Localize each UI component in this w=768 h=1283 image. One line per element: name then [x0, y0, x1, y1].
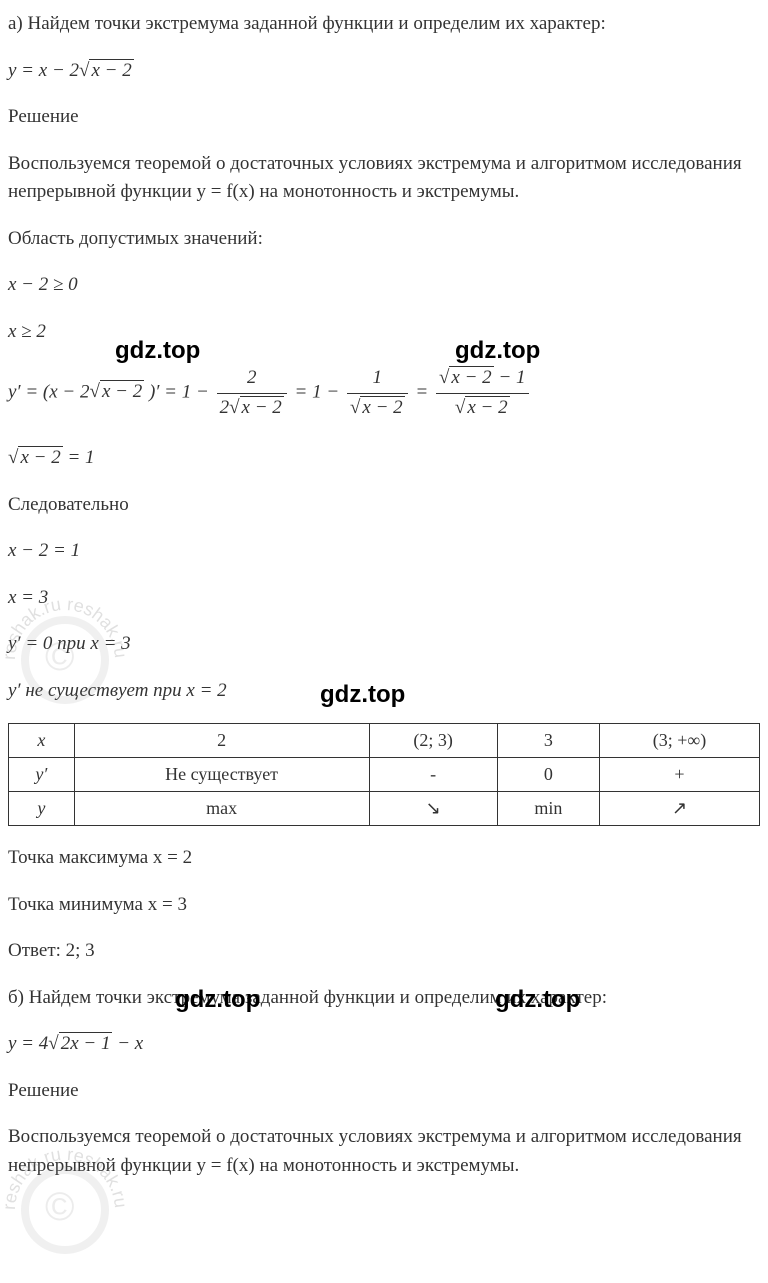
min-point: Точка минимума x = 3: [8, 891, 760, 920]
table-cell: -: [369, 758, 497, 792]
table-row: y max ↘ min ↗: [9, 792, 760, 826]
deriv-eq: =: [415, 381, 433, 402]
sqrt-content: x − 2: [240, 396, 284, 418]
domain-ineq-1: x − 2 ≥ 0: [8, 271, 760, 300]
table-cell: (3; +∞): [599, 724, 759, 758]
step-1: x − 2 = 1: [8, 537, 760, 566]
frac1-num: 2: [217, 364, 287, 394]
frac2-den: x − 2: [347, 394, 408, 423]
step-2: x = 3: [8, 584, 760, 613]
solution-label-a: Решение: [8, 103, 760, 132]
table-cell: y′: [9, 758, 75, 792]
table-row: y′ Не существует - 0 +: [9, 758, 760, 792]
sqrt-icon: [48, 1033, 58, 1054]
deriv-mid: = 1 −: [295, 381, 344, 402]
sqrt-content: x − 2: [100, 380, 144, 402]
table-cell: ↗: [599, 792, 759, 826]
table-cell: x: [9, 724, 75, 758]
sqrt-eq-tail: = 1: [63, 447, 95, 468]
table-row: x 2 (2; 3) 3 (3; +∞): [9, 724, 760, 758]
sqrt-icon: [8, 447, 18, 468]
sqrt-icon: [350, 397, 360, 418]
watermark-reshak: reshak.ru reshak.ru©: [0, 595, 130, 733]
table-cell: 0: [497, 758, 599, 792]
frac1-den: 2 x − 2: [217, 394, 287, 423]
sqrt-content: x − 2: [18, 446, 62, 468]
sqrt-content: 2x − 1: [59, 1032, 113, 1054]
eq-b-lhs: y = 4: [8, 1033, 48, 1054]
part-b-equation: y = 4 2x − 1 − x: [8, 1030, 760, 1059]
monotonicity-table: x 2 (2; 3) 3 (3; +∞) y′ Не существует - …: [8, 723, 760, 826]
sqrt-eq-line: x − 2 = 1: [8, 444, 760, 473]
sqrt-icon: [79, 60, 89, 81]
table-cell: max: [74, 792, 369, 826]
table-cell: 3: [497, 724, 599, 758]
svg-text:©: ©: [45, 1185, 74, 1229]
sqrt-icon: [90, 381, 100, 402]
frac1-den-pre: 2: [220, 397, 230, 418]
part-b-heading: б) Найдем точки экстремума заданной функ…: [8, 984, 760, 1013]
solution-label-b: Решение: [8, 1077, 760, 1106]
sqrt-content: x − 2: [89, 59, 133, 81]
therefore-label: Следовательно: [8, 491, 760, 520]
frac-2: 1 x − 2: [347, 364, 408, 422]
frac2-num: 1: [347, 364, 408, 394]
domain-label: Область допустимых значений:: [8, 225, 760, 254]
sqrt-icon: [229, 397, 239, 418]
table-cell: y: [9, 792, 75, 826]
deriv-rhs1: )′ = 1 −: [144, 381, 213, 402]
derivative-line: y′ = (x − 2x − 2 )′ = 1 − 2 2x − 2 = 1 −…: [8, 364, 760, 422]
sqrt-icon: [455, 397, 465, 418]
eq-lhs: y = x − 2: [8, 60, 79, 81]
max-point: Точка максимума x = 2: [8, 844, 760, 873]
deriv-lhs: y′ = (x − 2: [8, 381, 90, 402]
domain-ineq-2: x ≥ 2: [8, 318, 760, 347]
table-cell: +: [599, 758, 759, 792]
table-cell: 2: [74, 724, 369, 758]
sqrt-icon: [439, 367, 449, 388]
part-a-heading: а) Найдем точки экстремума заданной функ…: [8, 10, 760, 39]
answer-a: Ответ: 2; 3: [8, 937, 760, 966]
sqrt-content: x − 2: [360, 396, 404, 418]
frac3-num-tail: − 1: [494, 367, 526, 388]
part-a-equation: y = x − 2 x − 2: [8, 57, 760, 86]
sqrt-content: x − 2: [465, 396, 509, 418]
theorem-text-b: Воспользуемся теоремой о достаточных усл…: [8, 1123, 760, 1180]
sqrt-content: x − 2: [449, 366, 493, 388]
table-cell: min: [497, 792, 599, 826]
eq-b-tail: − x: [112, 1033, 143, 1054]
step-3: y′ = 0 при x = 3: [8, 630, 760, 659]
table-cell: Не существует: [74, 758, 369, 792]
table-cell: ↘: [369, 792, 497, 826]
frac-1: 2 2x − 2: [217, 364, 287, 422]
frac3-num: x − 2 − 1: [436, 364, 529, 394]
step-4: y′ не существует при x = 2: [8, 677, 760, 706]
frac-3: x − 2 − 1 x − 2: [436, 364, 529, 422]
table-cell: (2; 3): [369, 724, 497, 758]
frac3-den: x − 2: [436, 394, 529, 423]
theorem-text-a: Воспользуемся теоремой о достаточных усл…: [8, 150, 760, 207]
